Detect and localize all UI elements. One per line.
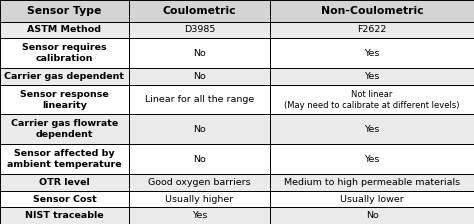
Bar — [129, 68, 270, 85]
Bar — [270, 114, 474, 144]
Text: No: No — [193, 72, 206, 81]
Text: Sensor response
linearity: Sensor response linearity — [20, 90, 109, 110]
Text: Yes: Yes — [365, 155, 380, 164]
Text: No: No — [193, 49, 206, 58]
Text: Usually lower: Usually lower — [340, 195, 404, 204]
Bar — [129, 38, 270, 68]
Bar — [0, 174, 129, 191]
Text: Linear for all the range: Linear for all the range — [145, 95, 254, 104]
Bar — [270, 68, 474, 85]
Bar — [0, 85, 129, 114]
Text: Sensor affected by
ambient temperature: Sensor affected by ambient temperature — [7, 149, 122, 169]
Text: Carrier gas dependent: Carrier gas dependent — [4, 72, 125, 81]
Bar — [270, 0, 474, 22]
Bar — [129, 0, 270, 22]
Bar — [0, 144, 129, 174]
Bar — [0, 207, 129, 224]
Bar — [270, 38, 474, 68]
Bar — [129, 191, 270, 207]
Bar — [270, 174, 474, 191]
Text: No: No — [193, 155, 206, 164]
Bar — [129, 22, 270, 38]
Bar — [270, 85, 474, 114]
Text: Not linear
(May need to calibrate at different levels): Not linear (May need to calibrate at dif… — [284, 90, 460, 110]
Text: OTR level: OTR level — [39, 178, 90, 187]
Bar — [270, 144, 474, 174]
Bar — [0, 0, 129, 22]
Text: D3985: D3985 — [184, 25, 215, 34]
Bar — [0, 38, 129, 68]
Text: No: No — [193, 125, 206, 134]
Text: Sensor Cost: Sensor Cost — [33, 195, 96, 204]
Text: Yes: Yes — [365, 72, 380, 81]
Bar — [0, 191, 129, 207]
Bar — [129, 85, 270, 114]
Bar — [0, 22, 129, 38]
Text: NIST traceable: NIST traceable — [25, 211, 104, 220]
Bar — [129, 144, 270, 174]
Text: Coulometric: Coulometric — [163, 6, 237, 16]
Text: ASTM Method: ASTM Method — [27, 25, 101, 34]
Text: Carrier gas flowrate
dependent: Carrier gas flowrate dependent — [11, 119, 118, 140]
Bar — [270, 22, 474, 38]
Text: F2622: F2622 — [357, 25, 387, 34]
Bar — [270, 207, 474, 224]
Bar — [0, 114, 129, 144]
Text: Yes: Yes — [192, 211, 207, 220]
Text: Non-Coulometric: Non-Coulometric — [321, 6, 423, 16]
Bar — [129, 207, 270, 224]
Bar — [129, 114, 270, 144]
Text: Sensor requires
calibration: Sensor requires calibration — [22, 43, 107, 63]
Bar — [270, 191, 474, 207]
Text: Medium to high permeable materials: Medium to high permeable materials — [284, 178, 460, 187]
Text: No: No — [366, 211, 378, 220]
Text: Yes: Yes — [365, 49, 380, 58]
Text: Good oxygen barriers: Good oxygen barriers — [148, 178, 251, 187]
Text: Yes: Yes — [365, 125, 380, 134]
Text: Usually higher: Usually higher — [165, 195, 234, 204]
Bar — [129, 174, 270, 191]
Text: Sensor Type: Sensor Type — [27, 6, 101, 16]
Bar — [0, 68, 129, 85]
